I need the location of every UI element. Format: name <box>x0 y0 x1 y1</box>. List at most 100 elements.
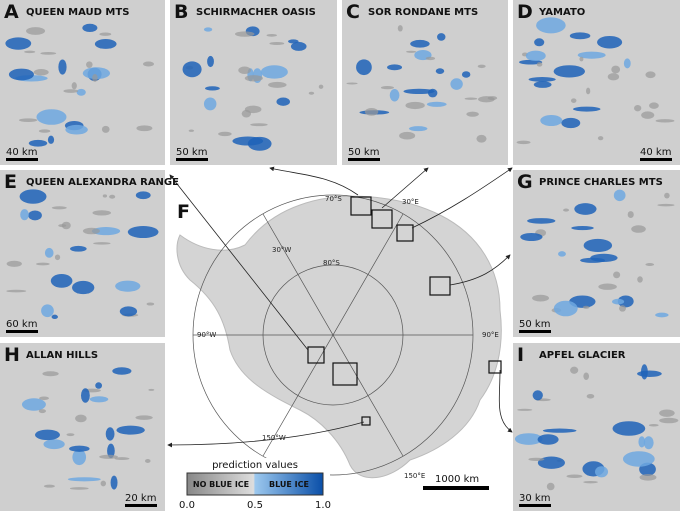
blue-ice-patch <box>426 101 447 107</box>
region-boxes <box>307 196 502 426</box>
blue-ice-patch <box>533 81 552 88</box>
blue-ice-patch <box>410 39 430 48</box>
scale-bar <box>176 158 208 161</box>
blue-ice-patch <box>655 312 669 318</box>
rock-patch <box>35 262 50 266</box>
blue-ice-patch <box>20 209 29 221</box>
scale-bar <box>519 504 551 507</box>
panel-letter: C <box>346 1 360 23</box>
blue-ice-patch <box>532 390 543 401</box>
rock-patch <box>63 89 79 93</box>
blue-ice-patch <box>80 388 90 403</box>
blue-ice-patch <box>574 203 597 215</box>
rock-patch <box>466 111 479 117</box>
blue-ice-patch <box>36 109 67 125</box>
blue-ice-patch <box>43 439 65 450</box>
legend-low: NO BLUE ICE <box>193 480 249 489</box>
rock-patch <box>238 66 251 74</box>
blue-ice-patch <box>534 38 545 47</box>
rock-patch <box>613 271 621 279</box>
panel: G PRINCE CHARLES MTS 50 km <box>513 170 680 337</box>
rock-patch <box>244 75 263 82</box>
blue-ice-patch <box>44 247 54 258</box>
scale-label: 40 km <box>640 147 671 158</box>
rock-patch <box>99 32 112 36</box>
blue-ice-patch <box>112 367 132 375</box>
blue-ice-patch <box>28 139 48 147</box>
blue-ice-patch <box>583 238 613 253</box>
blue-ice-patch <box>107 443 115 459</box>
blue-ice-patch <box>91 227 121 236</box>
blue-ice-patch <box>127 226 159 239</box>
rock-patch <box>61 221 71 230</box>
panel: B SCHIRMACHER OASIS 50 km <box>170 0 337 165</box>
rock-patch <box>86 61 93 68</box>
rock-patch <box>645 71 656 79</box>
blue-ice-patch <box>21 398 46 411</box>
continent <box>176 195 502 479</box>
rock-patch <box>399 131 416 140</box>
blue-ice-patch <box>41 304 54 318</box>
panel: H ALLAN HILLS 20 km <box>0 343 165 511</box>
rock-patch <box>71 82 77 90</box>
panel-letter: D <box>517 1 533 23</box>
blue-ice-patch <box>276 97 290 106</box>
blue-ice-patch <box>35 429 60 441</box>
blue-ice-patch <box>520 232 543 242</box>
blue-ice-patch <box>247 136 272 151</box>
rock-patch <box>476 134 487 143</box>
rock-patch <box>582 305 590 309</box>
rock-patch <box>188 129 195 132</box>
blue-ice-patch <box>461 71 471 78</box>
rock-patch <box>266 34 277 37</box>
rock-patch <box>659 409 675 417</box>
rock-patch <box>649 102 659 109</box>
rock-patch <box>346 82 358 85</box>
blue-ice-patch <box>115 280 141 292</box>
rock-patch <box>42 371 59 377</box>
rock-patch <box>597 136 604 141</box>
blue-ice-patch <box>571 226 594 231</box>
blue-ice-patch <box>435 68 445 74</box>
rock-patch <box>641 111 655 119</box>
blue-ice-patch <box>561 117 581 129</box>
rock-patch <box>579 56 584 62</box>
scale-bar <box>640 158 672 161</box>
rock-patch <box>380 85 394 90</box>
blue-ice-patch <box>622 451 655 467</box>
rock-patch <box>6 289 27 293</box>
blue-ice-patch <box>82 67 111 80</box>
rock-patch <box>583 480 598 484</box>
connectors <box>167 166 513 448</box>
rock-patch <box>397 25 403 32</box>
rock-patch <box>75 414 87 423</box>
rock-patch <box>546 482 555 491</box>
rock-patch <box>99 454 118 459</box>
graticule-label: 80°S <box>323 259 340 267</box>
blue-ice-patch <box>65 124 88 135</box>
blue-ice-patch <box>537 456 565 469</box>
panel-title: ALLAN HILLS <box>26 350 98 361</box>
rock-patch <box>639 474 657 481</box>
legend-title: prediction values <box>212 460 298 471</box>
panel: I APFEL GLACIER 30 km <box>513 343 680 511</box>
rock-patch <box>54 254 61 261</box>
rock-patch <box>39 396 49 401</box>
blue-ice-patch <box>203 97 217 111</box>
graticule-label: 90°E <box>482 331 499 339</box>
colorbar-tick: 0.0 <box>179 500 195 511</box>
blue-ice-patch <box>623 58 631 69</box>
rock-patch <box>563 208 570 212</box>
blue-ice-patch <box>525 50 546 62</box>
rock-patch <box>82 227 100 235</box>
rock-patch <box>659 417 679 424</box>
blue-ice-patch <box>389 88 400 102</box>
blue-ice-patch <box>514 433 543 445</box>
panel-title: PRINCE CHARLES MTS <box>539 177 663 188</box>
blue-ice-patch <box>50 273 73 288</box>
rock-patch <box>40 52 57 55</box>
rock-patch <box>136 125 153 132</box>
rock-patch <box>477 64 486 69</box>
blue-ice-patch <box>203 27 213 32</box>
